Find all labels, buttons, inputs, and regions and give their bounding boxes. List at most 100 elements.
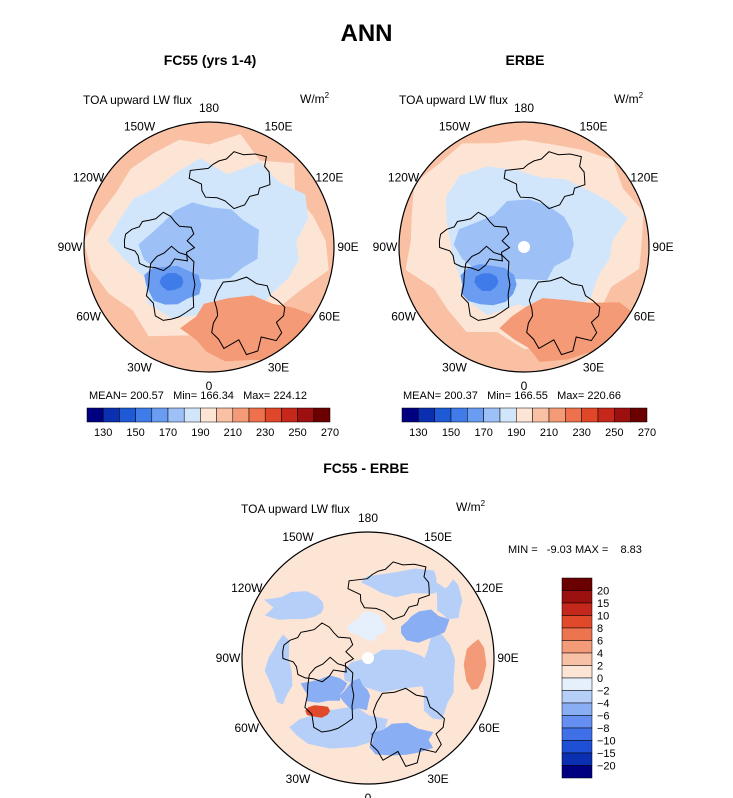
colorbar-tick-label: −8: [597, 723, 610, 735]
europe-coast: [211, 276, 286, 356]
colorbar-fc55-boxes: 130 150 170 190 210 230 250 270: [86, 407, 339, 439]
colorbar-erbe-boxes: 130 150 170 190 210 230 250 270: [401, 407, 656, 439]
colorbar-tick-label: 270: [321, 427, 339, 439]
colorbar-box: [183, 407, 201, 423]
colorbar-box: [200, 407, 217, 423]
map-group-0: 180 150E 120E 90E 60E 30E 0 30W 60W 90W 120W 150W: [58, 101, 359, 393]
colorbar-box: [467, 407, 484, 423]
greenland-coast: [145, 245, 196, 321]
colorbar-tick-label: −10: [597, 736, 616, 748]
map-group-1: 180 150E 120E 90E 60E 30E 0 30W 60W 90W 120W 150W: [373, 101, 674, 393]
lon-label: 0: [365, 791, 372, 798]
siberia-coast: [503, 151, 586, 210]
field-band: [453, 199, 574, 281]
map-group-2: 180 150E 120E 90E 60E 30E 0 30W 60W 90W 120W 150W: [216, 511, 519, 798]
europe-coast: [526, 276, 601, 356]
colorbar-box: [548, 407, 566, 423]
lon-label: 60E: [479, 721, 500, 735]
lon-label: 30W: [127, 360, 152, 374]
panel-title-fc55: FC55 (yrs 1-4): [163, 52, 257, 68]
colorbar-tick-label: 190: [191, 427, 209, 439]
coastlines: [282, 561, 445, 768]
colorbar-tick-label: 210: [224, 427, 242, 439]
archipelago-coast: [282, 622, 355, 683]
field-band: [346, 612, 387, 642]
colorbar-tick-label: 210: [540, 427, 558, 439]
lon-label: 60W: [234, 721, 259, 735]
colorbar-box: [561, 702, 593, 716]
colorbar-box: [561, 652, 593, 666]
colorbar-tick-label: −15: [597, 748, 616, 760]
lon-label: 60E: [319, 310, 340, 324]
map-border: [241, 531, 495, 785]
coastlines: [438, 151, 601, 356]
pole-mask: [362, 652, 374, 664]
colorbar-box: [167, 407, 185, 423]
lon-label: 150E: [424, 530, 452, 544]
colorbar-box: [499, 407, 517, 423]
colorbar-box: [135, 407, 153, 423]
archipelago-coast: [123, 211, 196, 272]
lon-label: 120E: [315, 171, 343, 185]
colorbar-box: [102, 407, 120, 423]
lon-label: 120W: [388, 171, 420, 185]
colorbar-box: [561, 615, 593, 629]
colorbar-tick-label: 8: [597, 623, 603, 635]
field-band: [436, 579, 463, 619]
field-fill: [84, 122, 334, 372]
lon-label: 180: [358, 511, 378, 525]
colorbar-tick-label: 130: [409, 427, 427, 439]
colorbar-box: [581, 407, 599, 423]
colorbar-tick-label: 190: [507, 427, 525, 439]
lon-label: 60W: [391, 310, 416, 324]
colorbar-box: [281, 407, 298, 423]
colorbar-tick-label: 130: [94, 427, 112, 439]
colorbar-tick-label: 250: [288, 427, 306, 439]
colorbar-box: [216, 407, 234, 423]
min-label: Min= 166.34: [173, 390, 234, 402]
units-label-erbe: W/m2: [614, 91, 644, 106]
colorbar-box: [151, 407, 169, 423]
map-border: [83, 121, 335, 373]
min-label: Min= 166.55: [487, 390, 548, 402]
field-band: [474, 273, 499, 291]
colorbar-box: [561, 740, 593, 754]
colorbar-box: [450, 407, 468, 423]
colorbar-tick-label: 150: [442, 427, 460, 439]
variable-label-fc55: TOA upward LW flux: [83, 93, 192, 107]
archipelago-coast: [438, 211, 511, 272]
colorbar-box: [597, 407, 615, 423]
colorbar-box: [297, 407, 315, 423]
colorbar-tick-label: 230: [573, 427, 591, 439]
colorbar-tick-label: 15: [597, 598, 609, 610]
lon-label: 150E: [264, 120, 292, 134]
colorbar-box: [561, 602, 593, 616]
colorbar-box: [561, 640, 593, 654]
lon-label: 90W: [216, 651, 241, 665]
colorbar-tick-label: 270: [638, 427, 656, 439]
colorbar-box: [614, 407, 631, 423]
colorbar-tick-label: −6: [597, 711, 610, 723]
field-band: [138, 202, 259, 282]
lon-label: 90E: [337, 240, 358, 254]
lon-label: 150W: [124, 120, 156, 134]
field-band: [264, 634, 293, 705]
colorbar-box: [232, 407, 250, 423]
lon-label: 120W: [231, 581, 263, 595]
colorbar-tick-label: 6: [597, 636, 603, 648]
colorbar-box: [561, 727, 593, 741]
colorbar-box: [561, 627, 593, 641]
colorbar-tick-label: 250: [605, 427, 623, 439]
lon-label: 90W: [373, 240, 398, 254]
field-band: [463, 639, 487, 690]
lon-label: 120E: [630, 171, 658, 185]
units-label-diff: W/m2: [456, 499, 486, 514]
colorbar-box: [561, 665, 593, 679]
colorbar-box: [565, 407, 582, 423]
europe-coast: [370, 687, 445, 768]
field-band: [300, 675, 348, 703]
colorbar-box: [264, 407, 282, 423]
colorbar-tick-label: 170: [475, 427, 493, 439]
colorbar-box: [561, 765, 593, 779]
